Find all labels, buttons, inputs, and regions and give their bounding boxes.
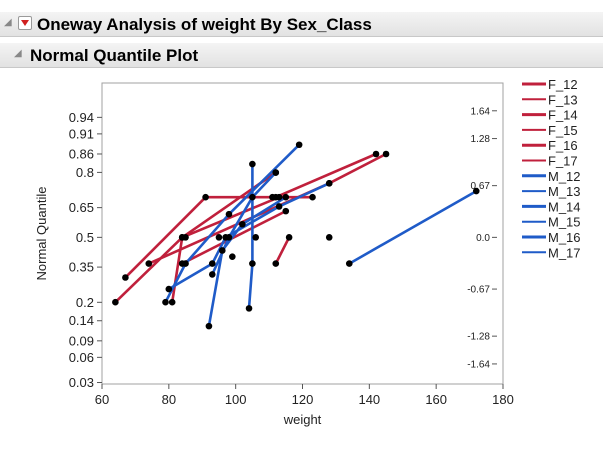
z-tick-label: -1.28 — [467, 332, 490, 343]
data-point — [122, 274, 129, 281]
series-line-m_15 — [211, 171, 278, 276]
data-point — [275, 193, 283, 201]
data-point — [245, 305, 253, 312]
y-tick-label: 0.14 — [69, 313, 94, 328]
data-point — [182, 260, 189, 267]
data-point — [112, 298, 119, 306]
data-point — [219, 247, 226, 254]
x-axis-label: weight — [283, 412, 322, 427]
legend-label: M_12 — [548, 169, 581, 184]
data-point — [275, 203, 283, 210]
data-point — [325, 234, 333, 241]
data-point — [285, 234, 293, 241]
x-tick-label: 180 — [492, 392, 514, 407]
legend-label: F_12 — [548, 77, 578, 92]
x-tick-label: 60 — [95, 392, 109, 407]
y-tick-label: 0.94 — [69, 110, 94, 125]
data-point — [272, 169, 280, 176]
data-point — [272, 260, 280, 267]
y-tick-label: 0.8 — [76, 165, 94, 180]
data-point — [249, 193, 256, 201]
data-point — [269, 193, 276, 201]
collapse-triangle-icon[interactable]: ◢ — [4, 17, 12, 28]
x-tick-label: 160 — [425, 392, 447, 407]
data-point — [252, 234, 260, 241]
series-line-f_13 — [124, 152, 378, 279]
legend-label: M_15 — [548, 215, 581, 230]
y-tick-label: 0.86 — [69, 146, 94, 161]
data-point — [229, 253, 236, 260]
data-point — [372, 150, 380, 158]
data-point — [282, 193, 290, 201]
y-tick-label: 0.65 — [69, 200, 94, 215]
series-line-f_17 — [274, 236, 291, 265]
data-point — [168, 298, 176, 306]
data-point — [472, 187, 480, 195]
z-tick-label: 1.28 — [471, 134, 491, 145]
x-tick-label: 80 — [162, 392, 176, 407]
x-tick-label: 120 — [292, 392, 314, 407]
plot-header: ◢ Normal Quantile Plot — [0, 43, 603, 68]
z-tick-label: -0.67 — [467, 285, 490, 296]
legend-label: F_13 — [548, 92, 578, 107]
data-point — [205, 322, 213, 330]
y-tick-label: 0.06 — [69, 350, 94, 365]
legend-label: M_16 — [548, 230, 581, 245]
data-point — [215, 234, 223, 241]
legend-label: M_13 — [548, 184, 581, 199]
x-tick-label: 140 — [358, 392, 380, 407]
data-point — [325, 180, 333, 187]
data-point — [249, 260, 256, 267]
z-tick-label: 0.67 — [471, 181, 491, 192]
data-point — [182, 234, 189, 241]
y-tick-label: 0.03 — [69, 375, 94, 390]
red-triangle-menu-icon[interactable] — [18, 16, 32, 30]
series-line-f_16 — [180, 209, 288, 265]
plot-title: Normal Quantile Plot — [30, 46, 199, 65]
series-line-m_14 — [207, 195, 288, 328]
y-axis-label: Normal Quantile — [34, 187, 49, 281]
y-tick-label: 0.91 — [69, 126, 94, 141]
data-point — [295, 141, 303, 149]
legend-label: F_17 — [548, 154, 578, 169]
legend-label: M_14 — [548, 199, 581, 214]
legend-label: F_16 — [548, 138, 578, 153]
data-point — [239, 220, 246, 228]
data-point — [225, 210, 233, 218]
data-point — [162, 298, 169, 306]
data-point — [382, 150, 390, 158]
data-point — [282, 207, 290, 215]
legend-label: M_17 — [548, 245, 581, 260]
data-point — [225, 234, 233, 241]
series-line-m_17 — [347, 189, 478, 265]
y-tick-label: 0.2 — [76, 295, 94, 310]
series-line-m_12 — [164, 143, 301, 304]
data-point — [309, 193, 316, 201]
data-point — [249, 160, 256, 168]
analysis-title: Oneway Analysis of weight By Sex_Class — [37, 15, 372, 34]
z-tick-label: 1.64 — [471, 106, 491, 117]
normal-quantile-chart: 60 80 100 120 140 160 180 weight 0.03 0.06 0.09 0.1… — [34, 77, 581, 427]
legend-label: F_15 — [548, 123, 578, 138]
data-point — [202, 193, 209, 201]
data-point — [208, 271, 216, 278]
plot-frame — [101, 82, 504, 385]
y-tick-label: 0.09 — [69, 333, 94, 348]
z-tick-label: 0.0 — [476, 233, 490, 244]
y-tick-label: 0.5 — [76, 230, 94, 245]
legend-label: F_14 — [548, 108, 578, 123]
data-point — [145, 260, 153, 267]
data-point — [208, 260, 216, 267]
z-tick-label: -1.64 — [467, 359, 490, 370]
collapse-triangle-icon[interactable]: ◢ — [14, 48, 22, 59]
y-tick-label: 0.35 — [69, 260, 94, 275]
data-point — [165, 285, 173, 293]
analysis-header: ◢ Oneway Analysis of weight By Sex_Class — [0, 12, 603, 37]
x-tick-label: 100 — [225, 392, 247, 407]
data-point — [345, 260, 353, 267]
